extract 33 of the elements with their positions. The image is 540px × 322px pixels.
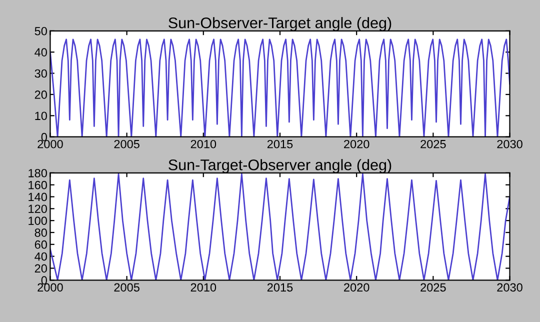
y-tick-label: 40 <box>34 252 47 261</box>
y-tick-label: 140 <box>28 192 47 202</box>
chart-title: Sun-Observer-Target angle (deg) <box>168 17 392 32</box>
x-tick-label: 2020 <box>344 283 370 292</box>
y-tick-label: 20 <box>34 264 47 273</box>
chart-title: Sun-Target-Observer angle (deg) <box>168 159 392 174</box>
x-tick-label: 2005 <box>114 140 140 148</box>
x-tick-label: 2000 <box>38 283 63 292</box>
y-tick-label: 40 <box>34 48 47 56</box>
y-tick-label: 160 <box>28 180 47 190</box>
x-tick-label: 2030 <box>497 283 522 292</box>
x-tick-label: 2015 <box>267 140 293 148</box>
x-tick-label: 2005 <box>114 283 140 292</box>
y-tick-label: 180 <box>28 168 47 178</box>
y-tick-label: 0 <box>41 132 47 142</box>
y-tick-label: 100 <box>28 216 47 225</box>
x-tick-label: 2025 <box>420 140 446 148</box>
y-tick-label: 20 <box>34 90 47 99</box>
y-tick-label: 60 <box>34 240 47 249</box>
x-tick-label: 2000 <box>38 140 63 148</box>
x-tick-label: 2030 <box>497 140 522 148</box>
line-series <box>50 173 510 280</box>
x-tick-label: 2010 <box>190 140 216 148</box>
y-tick-label: 50 <box>34 26 47 36</box>
y-tick-label: 120 <box>28 204 47 214</box>
y-tick-label: 80 <box>34 228 47 237</box>
y-tick-label: 0 <box>41 276 47 285</box>
x-tick-label: 2010 <box>190 283 216 292</box>
x-tick-label: 2015 <box>267 283 293 292</box>
x-tick-label: 2025 <box>420 283 446 292</box>
y-tick-label: 10 <box>35 112 47 120</box>
x-tick-label: 2020 <box>344 140 370 148</box>
y-tick-label: 30 <box>34 69 47 78</box>
